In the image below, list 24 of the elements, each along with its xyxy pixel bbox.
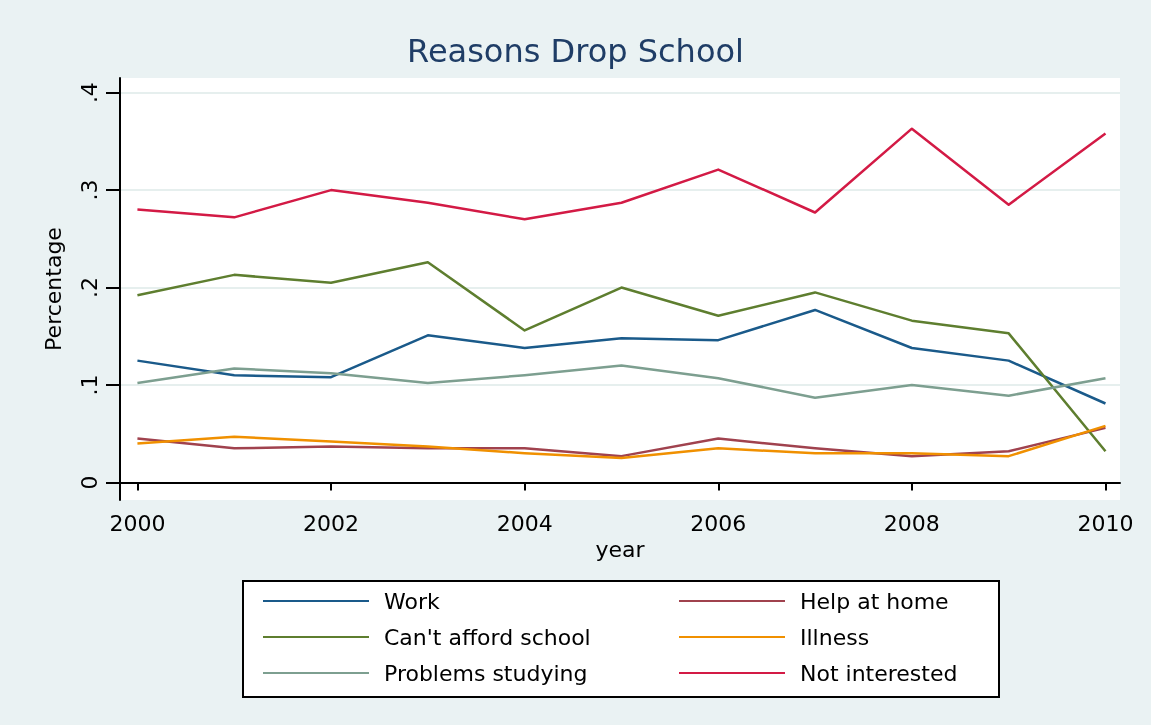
y-tick-label: .1 [76, 374, 102, 396]
legend-label: Help at home [800, 588, 949, 614]
x-axis-title: year [595, 537, 646, 563]
y-tick-label: .3 [76, 179, 102, 201]
x-tick-label: 2010 [1077, 510, 1134, 536]
legend-label: Can't afford school [384, 624, 591, 650]
y-axis-title: Percentage [40, 227, 66, 351]
line-series [136, 260, 1107, 453]
line-series [136, 127, 1107, 221]
x-tick-label: 2006 [690, 510, 747, 536]
legend-label: Problems studying [384, 660, 588, 686]
x-tick-label: 2008 [883, 510, 940, 536]
chart-title: Reasons Drop School [407, 32, 744, 70]
x-tick-label: 2000 [109, 510, 166, 536]
line-series [136, 308, 1107, 405]
y-tick-label: .2 [76, 277, 102, 299]
x-tick-label: 2004 [496, 510, 553, 536]
y-tick-label: 0 [76, 475, 102, 490]
x-tick-label: 2002 [303, 510, 360, 536]
y-tick-label: .4 [76, 82, 102, 104]
legend-label: Not interested [800, 660, 958, 686]
legend-label: Work [384, 588, 440, 614]
line-series [136, 364, 1107, 399]
legend-label: Illness [800, 624, 870, 650]
